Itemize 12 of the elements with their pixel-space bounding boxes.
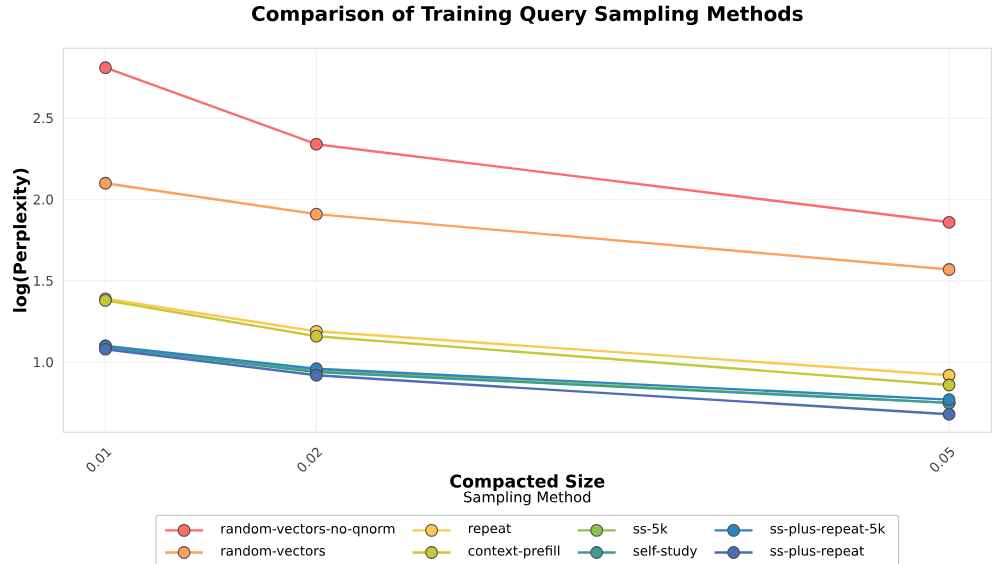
y-axis-title: log(Perplexity) — [13, 168, 30, 312]
point — [942, 378, 956, 392]
point — [309, 207, 323, 221]
point — [942, 215, 956, 229]
point — [942, 263, 956, 276]
point — [309, 137, 323, 151]
point — [99, 61, 112, 75]
point — [942, 407, 956, 421]
x-axis-title: Compacted Size — [450, 474, 605, 492]
point — [309, 329, 323, 343]
chart-title: Comparison of Training Query Sampling Methods — [252, 5, 803, 26]
point — [99, 176, 112, 190]
